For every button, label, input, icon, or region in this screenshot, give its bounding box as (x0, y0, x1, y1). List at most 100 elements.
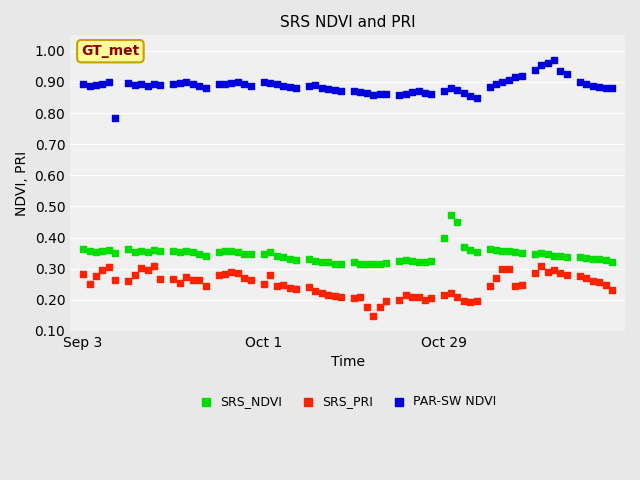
SRS_PRI (213, 271, 223, 279)
SRS_PRI (104, 263, 114, 271)
Text: GT_met: GT_met (81, 44, 140, 58)
SRS_PRI (472, 298, 482, 305)
SRS_PRI (459, 298, 469, 305)
SRS_NDVI (129, 248, 140, 255)
SRS_NDVI (510, 249, 520, 256)
SRS_PRI (536, 262, 547, 270)
PAR-SW NDVI (459, 89, 469, 96)
SRS_PRI (549, 266, 559, 274)
SRS_PRI (310, 287, 321, 295)
PAR-SW NDVI (362, 89, 372, 96)
PAR-SW NDVI (375, 91, 385, 98)
SRS_PRI (465, 299, 476, 306)
Legend: SRS_NDVI, SRS_PRI, PAR-SW NDVI: SRS_NDVI, SRS_PRI, PAR-SW NDVI (194, 390, 501, 413)
SRS_PRI (136, 264, 147, 272)
SRS_PRI (330, 292, 340, 300)
SRS_NDVI (220, 247, 230, 255)
PAR-SW NDVI (233, 78, 243, 86)
SRS_NDVI (426, 257, 436, 264)
PAR-SW NDVI (143, 82, 153, 90)
SRS_NDVI (484, 245, 495, 253)
SRS_NDVI (536, 249, 547, 257)
PAR-SW NDVI (78, 81, 88, 88)
PAR-SW NDVI (278, 82, 288, 90)
PAR-SW NDVI (213, 80, 223, 87)
SRS_PRI (149, 262, 159, 269)
PAR-SW NDVI (291, 84, 301, 91)
SRS_PRI (349, 294, 359, 302)
SRS_PRI (110, 276, 120, 284)
SRS_NDVI (420, 258, 430, 265)
PAR-SW NDVI (536, 61, 547, 69)
SRS_PRI (304, 283, 314, 291)
SRS_NDVI (227, 247, 237, 255)
SRS_NDVI (336, 260, 346, 267)
PAR-SW NDVI (420, 89, 430, 96)
SRS_NDVI (168, 247, 179, 254)
PAR-SW NDVI (194, 82, 204, 90)
SRS_NDVI (317, 258, 327, 265)
SRS_NDVI (265, 248, 275, 255)
PAR-SW NDVI (497, 78, 508, 86)
PAR-SW NDVI (175, 79, 185, 86)
PAR-SW NDVI (368, 91, 378, 99)
PAR-SW NDVI (556, 67, 566, 75)
SRS_NDVI (188, 249, 198, 256)
PAR-SW NDVI (445, 84, 456, 92)
SRS_PRI (600, 281, 611, 288)
PAR-SW NDVI (600, 84, 611, 91)
SRS_PRI (504, 265, 514, 273)
PAR-SW NDVI (304, 82, 314, 90)
SRS_NDVI (439, 234, 449, 242)
SRS_NDVI (516, 249, 527, 257)
SRS_PRI (78, 270, 88, 277)
PAR-SW NDVI (310, 81, 321, 89)
SRS_PRI (510, 282, 520, 289)
PAR-SW NDVI (156, 81, 166, 89)
SRS_PRI (381, 298, 392, 305)
PAR-SW NDVI (246, 82, 256, 90)
SRS_PRI (168, 275, 179, 282)
PAR-SW NDVI (349, 87, 359, 95)
PAR-SW NDVI (188, 80, 198, 87)
SRS_NDVI (330, 260, 340, 267)
SRS_PRI (529, 269, 540, 277)
SRS_NDVI (78, 245, 88, 253)
SRS_PRI (188, 276, 198, 283)
SRS_NDVI (175, 248, 185, 255)
PAR-SW NDVI (259, 78, 269, 86)
SRS_PRI (265, 271, 275, 279)
SRS_NDVI (549, 252, 559, 259)
PAR-SW NDVI (239, 80, 250, 87)
SRS_NDVI (445, 211, 456, 219)
SRS_PRI (556, 269, 566, 277)
SRS_NDVI (401, 256, 411, 264)
SRS_PRI (239, 274, 250, 282)
PAR-SW NDVI (426, 90, 436, 97)
PAR-SW NDVI (317, 84, 327, 91)
SRS_NDVI (104, 246, 114, 254)
SRS_PRI (497, 265, 508, 273)
SRS_PRI (143, 266, 153, 274)
PAR-SW NDVI (168, 81, 179, 88)
PAR-SW NDVI (149, 80, 159, 87)
PAR-SW NDVI (607, 84, 617, 92)
SRS_NDVI (310, 257, 321, 264)
SRS_NDVI (143, 248, 153, 256)
SRS_PRI (362, 304, 372, 312)
Title: SRS NDVI and PRI: SRS NDVI and PRI (280, 15, 415, 30)
PAR-SW NDVI (588, 82, 598, 90)
SRS_NDVI (600, 256, 611, 264)
PAR-SW NDVI (97, 80, 108, 87)
SRS_PRI (291, 285, 301, 293)
SRS_NDVI (278, 253, 288, 261)
SRS_PRI (278, 281, 288, 288)
SRS_NDVI (407, 257, 417, 264)
PAR-SW NDVI (504, 76, 514, 84)
SRS_PRI (227, 268, 237, 276)
PAR-SW NDVI (110, 114, 120, 121)
SRS_PRI (123, 277, 133, 285)
SRS_PRI (516, 281, 527, 288)
Y-axis label: NDVI, PRI: NDVI, PRI (15, 151, 29, 216)
SRS_NDVI (607, 259, 617, 266)
